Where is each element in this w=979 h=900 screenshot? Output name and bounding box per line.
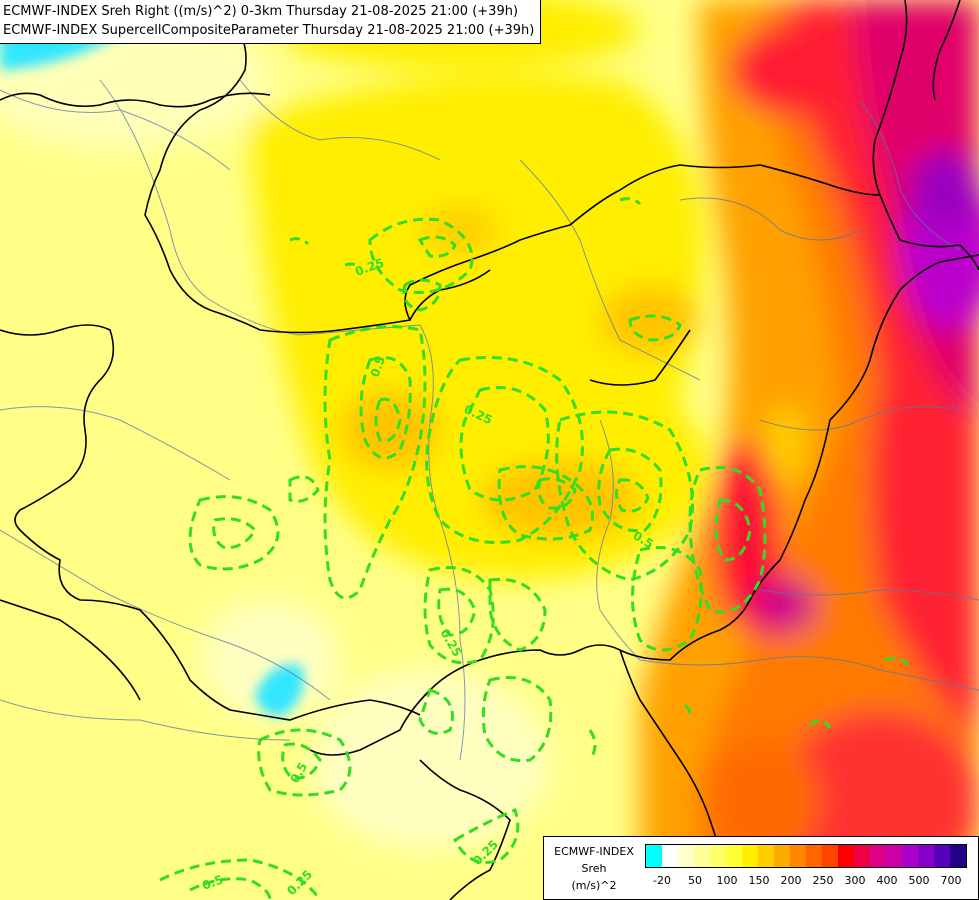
legend-swatch — [710, 845, 726, 867]
legend-tick-label: -20 — [653, 874, 671, 887]
legend-swatch — [886, 845, 902, 867]
legend-ticks: -20 50 100 150 200 250 300 400 500 700 — [645, 874, 975, 890]
legend-swatch — [678, 845, 694, 867]
map-title: ECMWF-INDEX Sreh Right ((m/s)^2) 0-3km T… — [0, 0, 542, 44]
legend-swatch — [646, 845, 662, 867]
legend-swatch — [758, 845, 774, 867]
legend-swatch — [854, 845, 870, 867]
legend-swatch — [950, 845, 966, 867]
contour-label: 0.5 — [368, 354, 388, 379]
legend-swatch — [694, 845, 710, 867]
legend-tick-label: 500 — [908, 874, 930, 887]
legend-tick-label: 200 — [780, 874, 802, 887]
legend-tick-label: 100 — [716, 874, 738, 887]
legend-tick-label: 250 — [812, 874, 834, 887]
legend-parameter: Sreh — [581, 862, 607, 875]
color-legend: ECMWF-INDEX Sreh (m/s)^2 -20 50 100 150 200 2… — [543, 836, 979, 900]
scp-contours — [159, 197, 910, 900]
legend-tick-label: 50 — [688, 874, 702, 887]
legend-swatch — [902, 845, 918, 867]
legend-swatch — [726, 845, 742, 867]
legend-swatch — [790, 845, 806, 867]
legend-swatch — [934, 845, 950, 867]
legend-swatch — [742, 845, 758, 867]
rivers — [0, 79, 979, 761]
legend-swatch — [918, 845, 934, 867]
legend-tick-label: 400 — [876, 874, 898, 887]
legend-swatch — [774, 845, 790, 867]
contour-label: 0.5 — [200, 872, 225, 892]
legend-tick-label: 300 — [844, 874, 866, 887]
legend-swatch — [806, 845, 822, 867]
legend-source: ECMWF-INDEX — [554, 845, 634, 858]
legend-tick-label: 150 — [748, 874, 770, 887]
legend-swatch — [662, 845, 678, 867]
legend-swatches — [645, 844, 967, 868]
title-line-scp: ECMWF-INDEX SupercellCompositeParameter … — [3, 23, 535, 38]
legend-swatch — [838, 845, 854, 867]
title-line-srh: ECMWF-INDEX Sreh Right ((m/s)^2) 0-3km T… — [3, 4, 519, 19]
legend-unit: (m/s)^2 — [571, 879, 617, 892]
legend-swatch — [822, 845, 838, 867]
legend-tick-label: 700 — [940, 874, 962, 887]
legend-swatch — [870, 845, 886, 867]
